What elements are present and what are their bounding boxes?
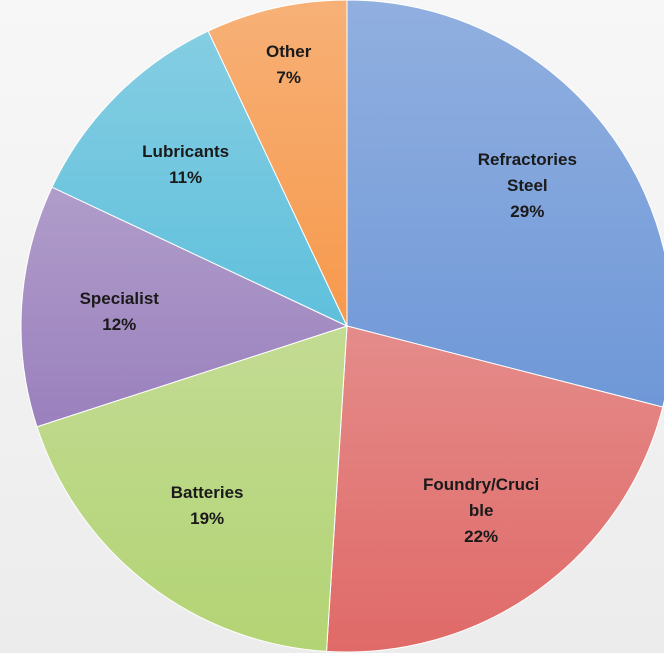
slice-label: Foundry/Crucible 22% (419, 472, 543, 550)
category-label: Foundry/Crucible (423, 474, 540, 520)
value-label: 7% (276, 68, 301, 88)
slice-label: Batteries 19% (145, 480, 269, 532)
pie-slice (20, 186, 349, 428)
value-label: 11% (169, 167, 203, 187)
pie-slice (51, 30, 349, 328)
slice-label: Specialist 12% (57, 286, 181, 338)
value-label: 29% (510, 202, 545, 222)
value-label: 12% (102, 314, 137, 334)
pie-slice (207, 0, 348, 327)
slice-label: Lubricants 11% (124, 139, 248, 191)
slice-label: Refractories Steel 29% (465, 147, 589, 225)
slice-label: Other 7% (227, 39, 351, 91)
pie-slice (346, 0, 664, 408)
category-label: Lubricants (142, 141, 230, 161)
category-label: Refractories Steel (477, 150, 577, 196)
category-label: Specialist (79, 288, 159, 308)
value-label: 22% (464, 526, 499, 546)
pie-slice (36, 325, 348, 652)
category-label: Batteries (170, 483, 244, 503)
value-label: 19% (190, 509, 225, 529)
pie-slice (325, 325, 664, 653)
category-label: Other (266, 42, 312, 62)
